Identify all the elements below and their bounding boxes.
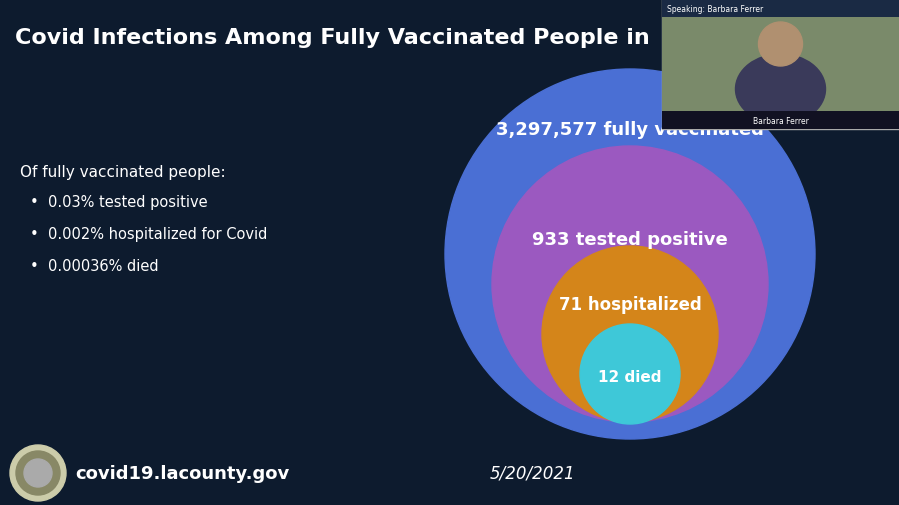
Circle shape (542, 246, 718, 422)
Text: 933 tested positive: 933 tested positive (532, 231, 728, 248)
Text: 12 died: 12 died (598, 370, 662, 385)
Ellipse shape (735, 55, 825, 125)
Circle shape (16, 451, 60, 495)
Circle shape (492, 147, 768, 422)
Circle shape (580, 324, 680, 424)
Text: Speaking: Barbara Ferrer: Speaking: Barbara Ferrer (667, 5, 763, 14)
Text: 3,297,577 fully vaccinated: 3,297,577 fully vaccinated (496, 121, 764, 139)
FancyBboxPatch shape (662, 112, 899, 130)
FancyBboxPatch shape (662, 18, 899, 112)
Text: Covid Infections Among Fully Vaccinated People in: Covid Infections Among Fully Vaccinated … (15, 28, 650, 48)
Text: Of fully vaccinated people:: Of fully vaccinated people: (20, 165, 226, 180)
Circle shape (24, 459, 52, 487)
FancyBboxPatch shape (662, 0, 899, 18)
Circle shape (10, 445, 66, 501)
Circle shape (759, 23, 803, 67)
Text: 5/20/2021: 5/20/2021 (490, 464, 575, 482)
Text: covid19.lacounty.gov: covid19.lacounty.gov (75, 464, 289, 482)
Text: •  0.002% hospitalized for Covid: • 0.002% hospitalized for Covid (30, 227, 267, 241)
Text: •  0.00036% died: • 0.00036% died (30, 259, 158, 274)
Circle shape (445, 70, 815, 439)
Text: Barbara Ferrer: Barbara Ferrer (752, 116, 808, 125)
FancyBboxPatch shape (662, 0, 899, 130)
Text: 71 hospitalized: 71 hospitalized (558, 295, 701, 314)
Text: •  0.03% tested positive: • 0.03% tested positive (30, 194, 208, 210)
